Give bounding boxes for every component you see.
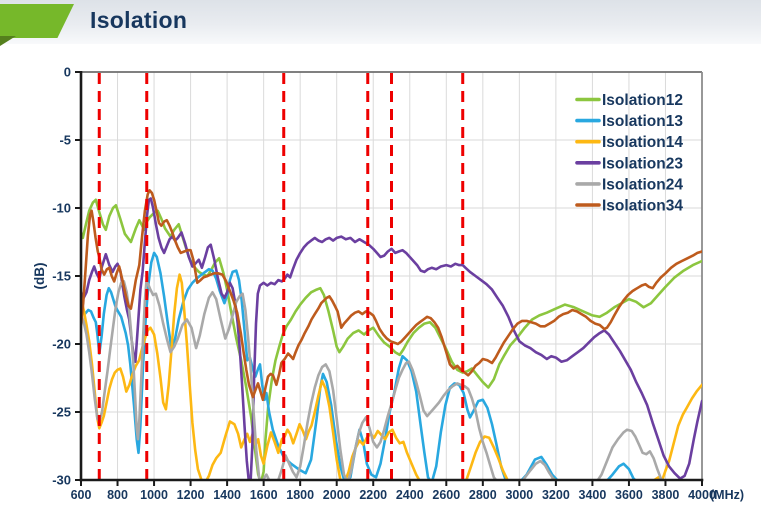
- y-tick-label: -20: [52, 337, 71, 352]
- x-tick-label: 3000: [505, 488, 533, 502]
- x-tick-label: 2200: [359, 488, 387, 502]
- x-tick-label: 2400: [396, 488, 424, 502]
- x-tick-label: 3400: [579, 488, 607, 502]
- legend-label-isolation13: Isolation13: [602, 113, 683, 130]
- y-axis-unit-label: (dB): [32, 263, 47, 290]
- header-accent-sliver: [0, 36, 16, 46]
- y-tick-label: -25: [52, 405, 71, 420]
- page-title: Isolation: [90, 7, 188, 33]
- legend-label-isolation34: Isolation34: [602, 198, 683, 215]
- series-isolation14: [81, 273, 702, 480]
- header-bar: Isolation: [0, 0, 761, 46]
- header-accent-shape: [0, 4, 74, 38]
- series-isolation24: [81, 280, 665, 480]
- x-axis-unit-label: (MHz): [710, 488, 744, 502]
- x-tick-label: 3600: [615, 488, 643, 502]
- y-tick-label: -15: [52, 269, 71, 284]
- x-tick-label: 2000: [323, 488, 351, 502]
- y-tick-label: -5: [59, 133, 71, 148]
- series-isolation23: [81, 197, 702, 480]
- x-tick-label: 800: [107, 488, 128, 502]
- x-tick-label: 3800: [652, 488, 680, 502]
- x-tick-label: 2600: [432, 488, 460, 502]
- x-tick-label: 4000: [688, 488, 716, 502]
- y-tick-label: -10: [52, 201, 71, 216]
- y-tick-label: -30: [52, 473, 71, 488]
- series-isolation12: [81, 198, 702, 480]
- y-tick-label: 0: [64, 65, 71, 80]
- series-isolation34: [81, 189, 702, 402]
- x-tick-label: 1200: [177, 488, 205, 502]
- x-tick-label: 1600: [250, 488, 278, 502]
- legend-label-isolation14: Isolation14: [602, 134, 683, 151]
- legend-label-isolation24: Isolation24: [602, 176, 683, 193]
- x-tick-label: 600: [71, 488, 92, 502]
- legend-label-isolation12: Isolation12: [602, 92, 683, 109]
- x-tick-label: 1800: [286, 488, 314, 502]
- x-tick-label: 1400: [213, 488, 241, 502]
- x-tick-label: 3200: [542, 488, 570, 502]
- header-accent-parallelogram: [0, 4, 74, 38]
- legend-label-isolation23: Isolation23: [602, 155, 683, 172]
- x-tick-label: 1000: [140, 488, 168, 502]
- x-tick-label: 2800: [469, 488, 497, 502]
